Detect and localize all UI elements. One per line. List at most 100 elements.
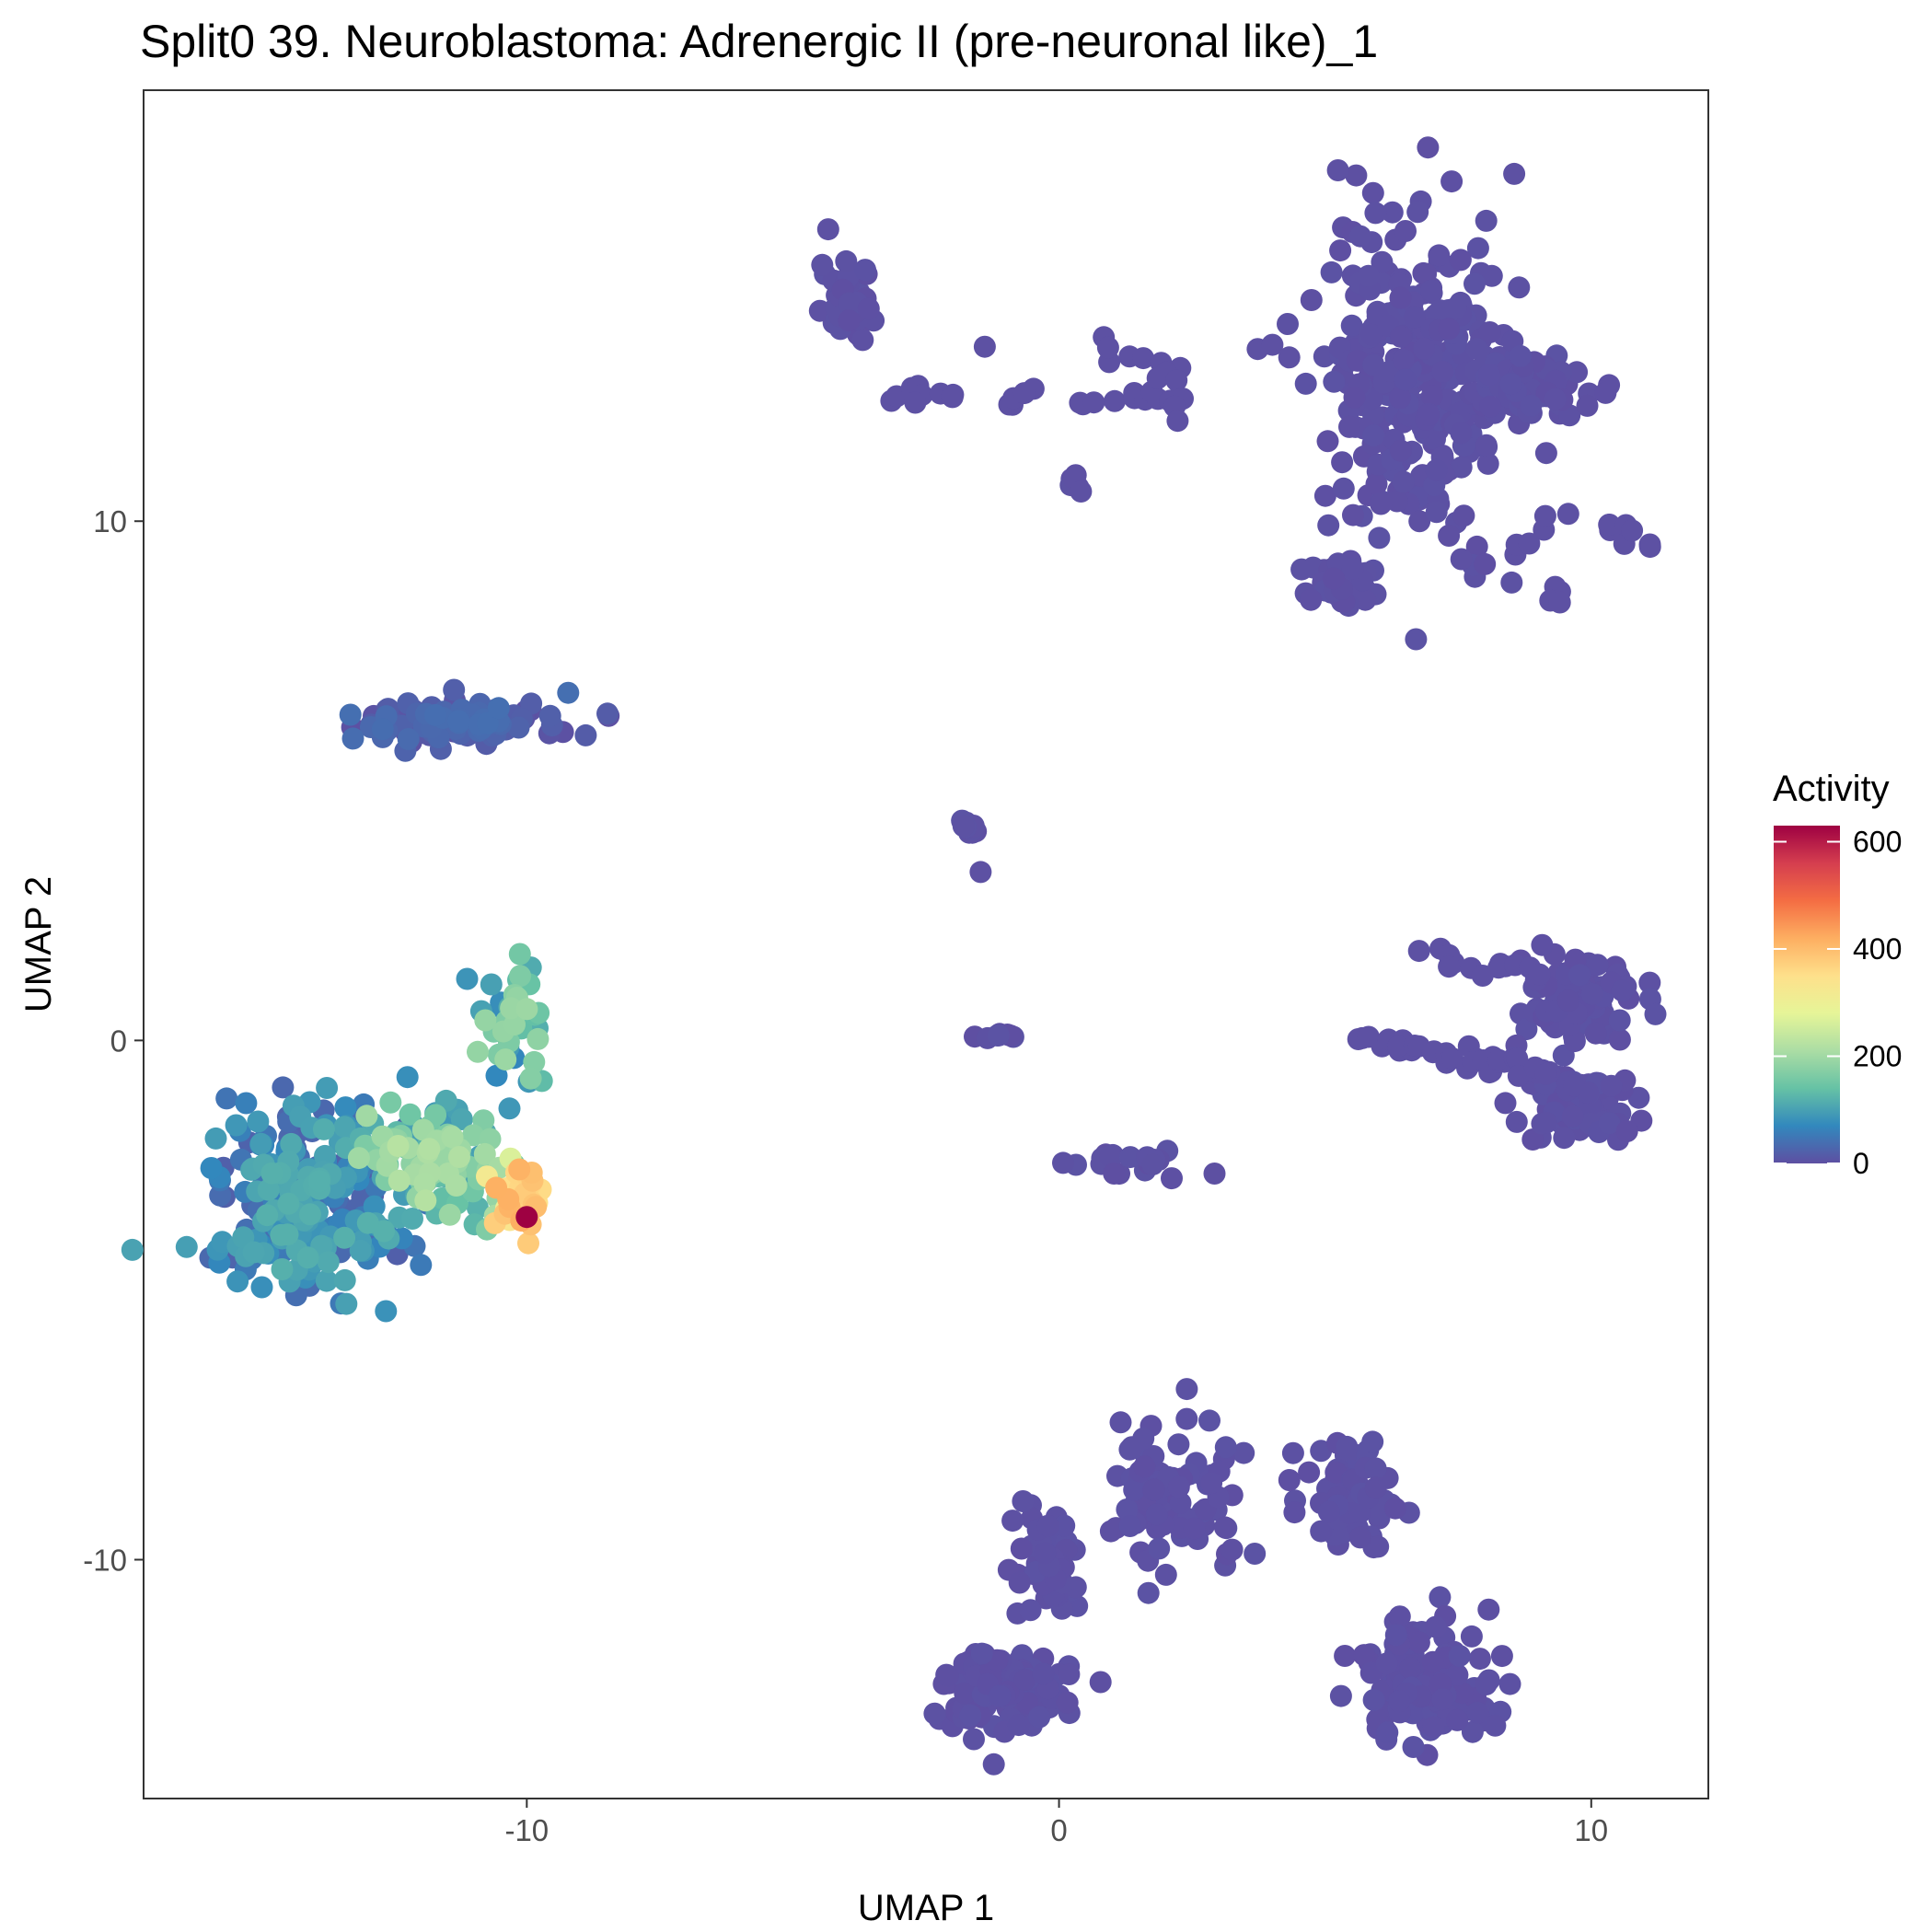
data-point <box>1474 552 1497 575</box>
data-point <box>438 1203 461 1226</box>
data-point <box>500 997 523 1020</box>
data-point <box>1561 1105 1584 1128</box>
data-point <box>1316 430 1339 453</box>
data-point <box>952 815 975 838</box>
data-point <box>1362 1689 1385 1711</box>
data-point <box>1053 1514 1076 1537</box>
data-point <box>1621 519 1644 542</box>
data-point <box>1357 264 1380 287</box>
y-axis-title: UMAP 2 <box>18 876 59 1012</box>
data-point <box>1137 1581 1160 1604</box>
data-point <box>969 861 992 884</box>
data-point <box>1460 1625 1483 1648</box>
data-point <box>989 1684 1012 1707</box>
data-point <box>1598 514 1621 537</box>
data-point <box>1508 276 1531 299</box>
data-point <box>334 1096 357 1119</box>
data-point <box>508 943 531 966</box>
data-point <box>1479 395 1502 418</box>
legend-tick-label: 0 <box>1853 1147 1869 1180</box>
data-point <box>1450 456 1473 479</box>
data-point <box>835 249 858 272</box>
data-point <box>1375 1652 1398 1675</box>
data-point <box>1165 369 1188 392</box>
data-point <box>1056 1691 1079 1714</box>
data-point <box>1506 1047 1529 1070</box>
data-point <box>1450 548 1473 571</box>
data-point <box>485 1064 508 1087</box>
data-point <box>1364 1476 1387 1499</box>
data-point <box>397 728 420 750</box>
data-point <box>509 965 532 988</box>
data-point <box>250 1276 273 1299</box>
data-point <box>271 1258 294 1280</box>
data-point <box>200 1157 223 1179</box>
data-point <box>1323 567 1345 590</box>
data-point <box>1420 385 1443 408</box>
data-point <box>1116 1498 1139 1521</box>
data-point <box>1343 386 1366 409</box>
data-point <box>1446 1663 1469 1686</box>
data-point <box>175 1235 198 1258</box>
data-point <box>1123 1478 1146 1501</box>
y-axis: -10 0 10 <box>83 504 144 1577</box>
data-point <box>1402 1736 1425 1758</box>
data-point <box>1533 504 1556 527</box>
data-point <box>1568 964 1591 987</box>
legend-colorbar <box>1774 826 1840 1163</box>
data-point <box>387 1135 410 1157</box>
data-point <box>1367 1535 1390 1558</box>
data-point <box>1148 1537 1171 1560</box>
data-point <box>1019 1599 1042 1622</box>
data-point <box>515 1206 538 1229</box>
data-point <box>276 1223 299 1246</box>
data-point <box>1361 1430 1384 1453</box>
data-point <box>1300 588 1323 611</box>
data-point <box>257 1178 280 1201</box>
data-point <box>388 1169 411 1192</box>
data-point <box>1466 1701 1489 1724</box>
data-point <box>467 1040 489 1063</box>
data-point <box>1361 181 1384 204</box>
data-point <box>450 1108 473 1130</box>
data-point <box>1340 314 1363 337</box>
data-point <box>1326 159 1349 181</box>
data-point <box>1500 571 1523 594</box>
data-point <box>1334 1645 1357 1667</box>
data-point <box>1132 347 1155 370</box>
data-point <box>519 1067 542 1090</box>
data-point <box>523 1050 546 1073</box>
data-point <box>247 1110 270 1133</box>
data-point <box>1096 336 1119 359</box>
data-point <box>1368 526 1391 550</box>
data-point <box>1052 1151 1074 1174</box>
data-point <box>1323 370 1346 393</box>
data-point <box>1431 1688 1454 1711</box>
data-point <box>1317 514 1340 537</box>
data-point <box>1342 503 1364 526</box>
data-point <box>1001 1510 1024 1533</box>
data-point <box>1586 954 1609 977</box>
data-point <box>1417 136 1440 159</box>
data-point <box>1638 536 1661 559</box>
data-point <box>1531 933 1554 956</box>
data-point <box>1146 366 1169 389</box>
data-point <box>215 1087 238 1110</box>
data-point <box>1145 1503 1168 1526</box>
data-point <box>1394 368 1417 391</box>
data-point <box>526 1027 550 1050</box>
data-point <box>1446 1708 1469 1731</box>
data-point <box>401 1208 423 1230</box>
data-point <box>443 678 466 701</box>
data-point <box>1413 337 1436 360</box>
data-point <box>857 297 880 320</box>
data-point <box>1384 1624 1407 1647</box>
data-point <box>973 335 996 358</box>
data-point <box>1425 501 1448 524</box>
data-point <box>1452 504 1475 527</box>
data-point <box>954 1682 977 1705</box>
data-point <box>1213 1516 1236 1539</box>
data-point <box>1403 306 1426 329</box>
data-point <box>1615 1120 1638 1142</box>
data-point <box>936 1664 959 1687</box>
